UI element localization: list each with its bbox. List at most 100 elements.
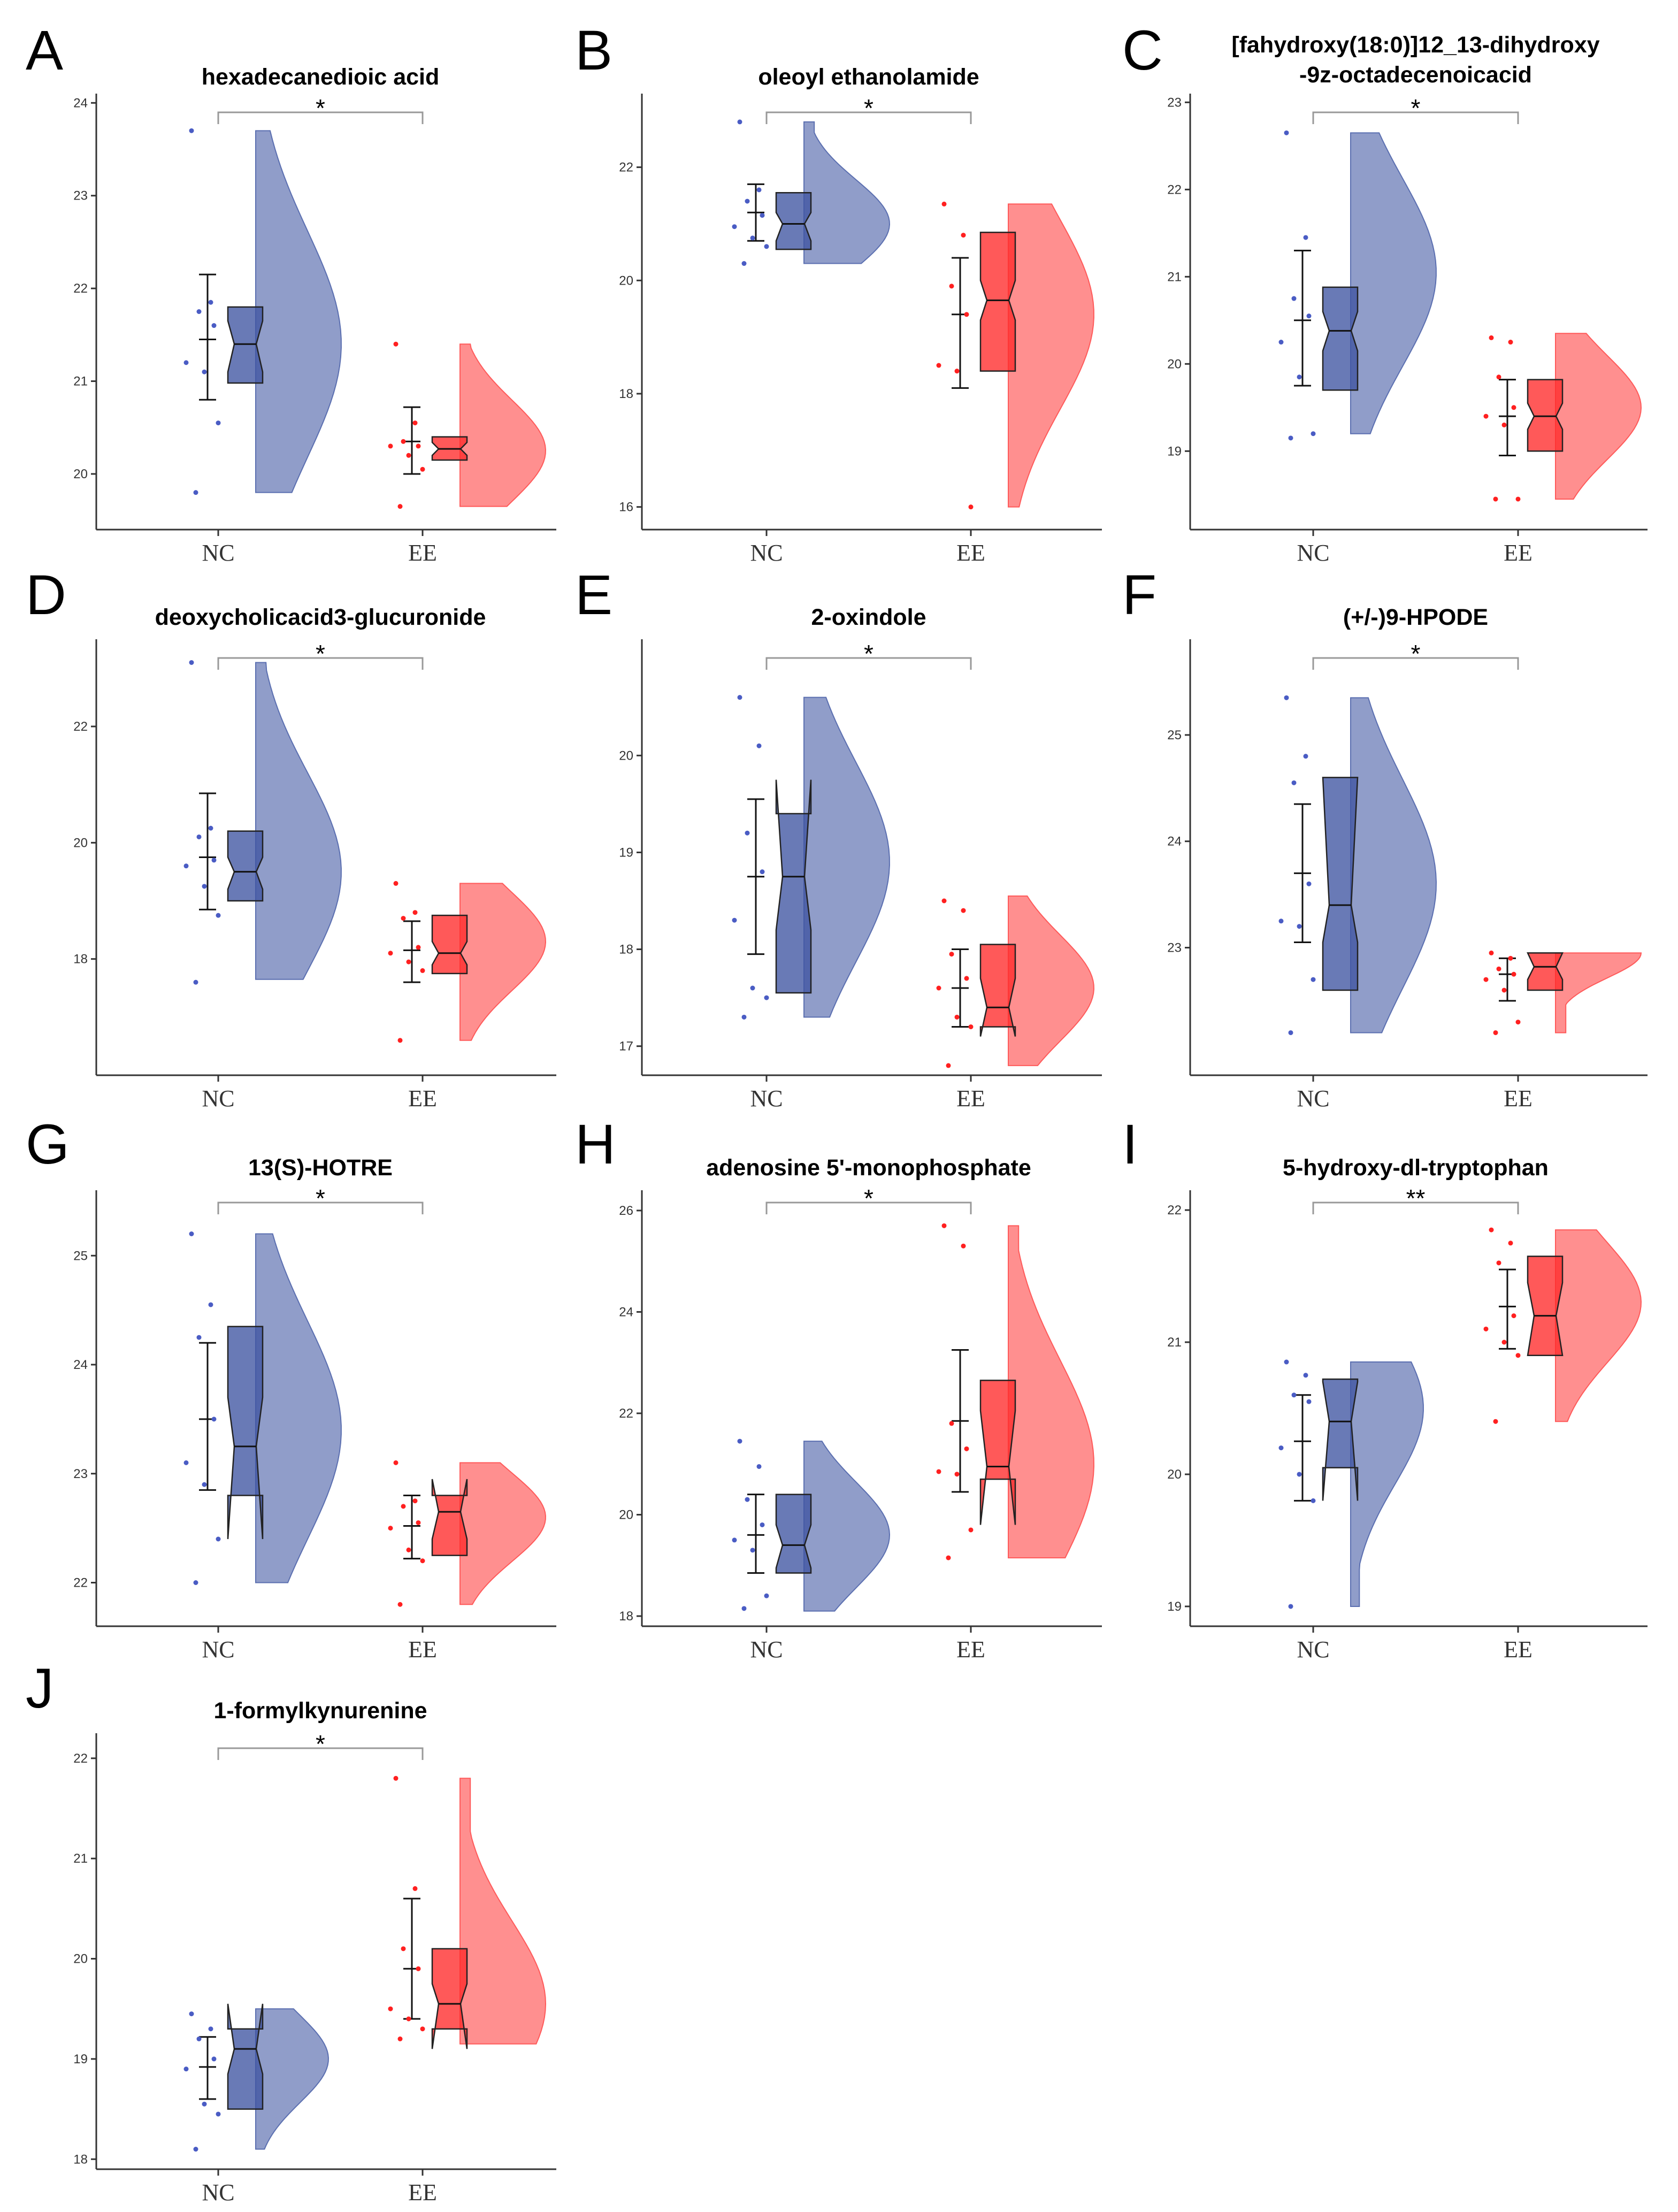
- significance-bracket: [765, 1201, 972, 1214]
- data-point: [1489, 1227, 1494, 1233]
- data-point: [406, 453, 411, 458]
- data-point: [964, 1446, 969, 1451]
- data-point: [737, 119, 742, 125]
- panel-title: oleoyl ethanolamide: [758, 64, 979, 90]
- violin-cloud: [1555, 1229, 1642, 1422]
- data-point: [216, 2111, 221, 2117]
- data-point: [196, 309, 202, 314]
- group-ee: [936, 1223, 1094, 1560]
- y-tick-label: 18: [619, 1609, 633, 1624]
- group-ee: [1483, 333, 1642, 502]
- y-tick-label: 19: [73, 2052, 88, 2066]
- data-point: [401, 1946, 406, 1951]
- panel-title: adenosine 5'-monophosphate: [706, 1155, 1031, 1181]
- data-point: [741, 1014, 747, 1020]
- violin-cloud: [255, 130, 342, 493]
- panel-j: J 1-formylkynurenine 18 19 20 21 22 NC EE *: [26, 1657, 556, 2206]
- data-point: [1297, 924, 1302, 929]
- panel-title: 2-oxindole: [811, 604, 926, 630]
- y-tick-label: 21: [73, 1851, 88, 1866]
- violin-cloud: [255, 662, 342, 980]
- significance-label: *: [316, 94, 325, 122]
- data-point: [196, 834, 202, 839]
- data-point: [1306, 881, 1312, 886]
- panel-letter: H: [575, 1113, 616, 1176]
- data-point: [764, 244, 769, 249]
- data-point: [412, 1886, 418, 1891]
- y-tick-label: 25: [73, 1249, 88, 1263]
- significance-bracket: [1312, 111, 1519, 124]
- group-ee: [936, 201, 1094, 510]
- y-tick-label: 22: [619, 160, 633, 175]
- data-point: [1501, 988, 1507, 993]
- data-point: [1311, 1498, 1316, 1503]
- data-point: [1496, 374, 1501, 380]
- data-point: [1493, 1419, 1498, 1424]
- data-point: [393, 1775, 399, 1781]
- data-point: [196, 1335, 202, 1340]
- data-point: [397, 1602, 403, 1607]
- violin-cloud: [803, 696, 890, 1018]
- violin-cloud: [1350, 132, 1437, 434]
- data-point: [760, 869, 765, 875]
- panel-title: 13(S)-HOTRE: [248, 1155, 393, 1181]
- data-point: [420, 466, 425, 472]
- panel-letter: G: [26, 1113, 70, 1176]
- data-point: [406, 959, 411, 965]
- data-point: [388, 951, 393, 956]
- significance-label: *: [1411, 94, 1421, 122]
- notched-box: [775, 192, 812, 250]
- data-point: [936, 985, 941, 991]
- data-point: [406, 2016, 411, 2022]
- panel-g: G 13(S)-HOTRE 22 23 24 25 NC EE *: [26, 1113, 556, 1663]
- group-nc: [183, 2003, 329, 2152]
- data-point: [1278, 1445, 1284, 1451]
- data-point: [750, 1548, 755, 1553]
- data-point: [401, 439, 406, 444]
- significance-label: *: [864, 94, 874, 122]
- data-point: [208, 300, 213, 305]
- panel-c: C [fahydroxy(18:0)]12_13-dihydroxy -9z-oct…: [1122, 19, 1648, 566]
- data-point: [1508, 1241, 1513, 1246]
- y-tick-label: 20: [1167, 357, 1182, 371]
- data-point: [760, 1522, 765, 1527]
- data-point: [216, 913, 221, 918]
- notched-box: [1527, 952, 1564, 991]
- data-point: [741, 261, 747, 266]
- data-point: [750, 235, 755, 241]
- data-point: [388, 443, 393, 449]
- data-point: [745, 198, 750, 204]
- data-point: [1284, 1359, 1289, 1365]
- group-nc: [1278, 130, 1437, 441]
- notched-box: [979, 1380, 1016, 1525]
- notched-box: [227, 830, 264, 902]
- notched-box: [1322, 1378, 1359, 1501]
- data-point: [1284, 130, 1289, 135]
- data-point: [1493, 1030, 1498, 1035]
- data-point: [737, 1438, 742, 1444]
- violin-cloud: [1008, 203, 1094, 508]
- violin-cloud: [459, 1462, 546, 1605]
- group-nc: [183, 660, 342, 985]
- group-nc: [732, 119, 890, 266]
- y-tick-label: 20: [73, 1952, 88, 1966]
- group-ee: [388, 341, 546, 509]
- significance-bracket: [765, 657, 972, 670]
- data-point: [1489, 950, 1494, 955]
- x-tick-label: NC: [750, 1085, 783, 1112]
- notched-box: [1527, 1256, 1564, 1356]
- data-point: [1515, 496, 1521, 502]
- y-tick-label: 22: [73, 281, 88, 296]
- group-nc: [1278, 695, 1437, 1035]
- data-point: [1508, 340, 1513, 345]
- x-tick-label: EE: [956, 540, 985, 566]
- y-tick-label: 18: [619, 943, 633, 957]
- data-point: [1288, 1604, 1293, 1609]
- data-point: [397, 504, 403, 509]
- significance-label: *: [316, 1184, 325, 1212]
- panel-title: hexadecanedioic acid: [202, 64, 440, 90]
- data-point: [1483, 1326, 1489, 1331]
- x-tick-label: NC: [1297, 1085, 1329, 1112]
